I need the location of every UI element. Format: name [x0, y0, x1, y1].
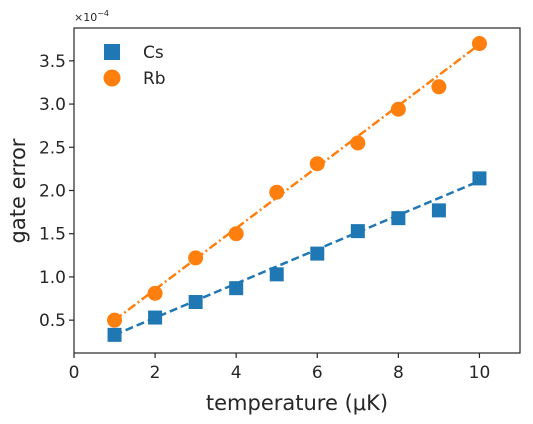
data-point-cs [148, 310, 163, 325]
legend-label-cs: Cs [143, 43, 164, 63]
data-point-cs [229, 281, 244, 296]
data-point-cs [350, 224, 365, 239]
y-tick-label: 0.5 [39, 311, 66, 331]
data-point-cs [188, 295, 203, 310]
data-point-rb [350, 135, 366, 151]
x-tick-label: 6 [312, 363, 323, 383]
data-point-cs [310, 246, 325, 261]
x-tick-label: 2 [150, 363, 161, 383]
x-tick-label: 8 [393, 363, 404, 383]
y-tick-label: 3.5 [39, 52, 66, 72]
plot-frame [73, 27, 521, 354]
fit-line-cs [114, 179, 480, 337]
x-tick-label: 0 [69, 363, 80, 383]
data-point-cs [431, 203, 446, 218]
data-point-cs [107, 327, 122, 342]
x-axis-title: temperature (μK) [206, 391, 388, 415]
x-tick-label: 4 [231, 363, 242, 383]
data-point-rb [309, 156, 325, 172]
fit-line-rb [113, 43, 481, 322]
y-axis-title: gate error [6, 138, 30, 243]
data-point-cs [472, 171, 487, 186]
legend-label-rb: Rb [143, 69, 166, 89]
data-point-rb [431, 79, 447, 95]
data-point-cs [269, 267, 284, 282]
data-point-rb [390, 101, 406, 117]
y-offset-label: ×10−4 [74, 9, 109, 24]
legend-marker-cs [104, 44, 120, 60]
legend-marker-rb [103, 69, 121, 87]
x-tick-label: 10 [469, 363, 491, 383]
data-point-rb [228, 226, 244, 242]
y-tick-label: 1.0 [39, 268, 66, 288]
data-point-rb [471, 36, 487, 52]
y-tick-label: 1.5 [39, 225, 66, 245]
y-offset-exponent: −4 [97, 9, 109, 18]
y-tick-label: 3.0 [39, 95, 66, 115]
y-tick-label: 2.0 [39, 182, 66, 202]
y-tick-label: 2.5 [39, 138, 66, 158]
data-point-rb [269, 184, 285, 200]
data-point-rb [107, 312, 123, 328]
data-point-cs [391, 211, 406, 226]
data-point-rb [147, 285, 163, 301]
data-point-rb [188, 250, 204, 266]
